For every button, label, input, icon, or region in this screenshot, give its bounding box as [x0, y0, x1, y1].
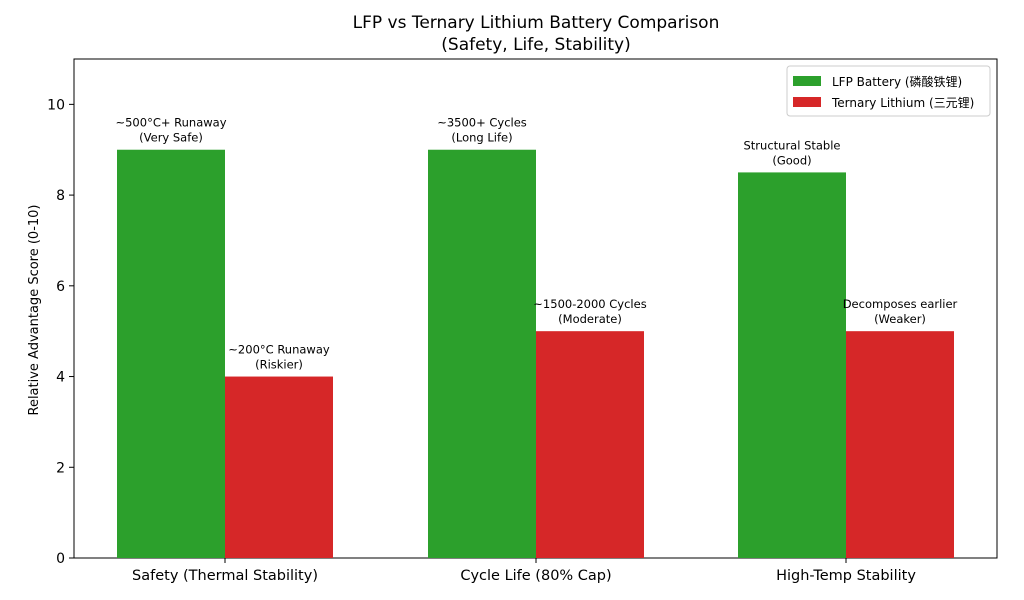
x-tick-label: Safety (Thermal Stability)	[132, 568, 318, 584]
bar-annotation: ~3500+ Cycles	[437, 116, 527, 130]
legend-box	[786, 65, 991, 117]
y-tick-label: 0	[56, 551, 65, 567]
bar-annotation: Decomposes earlier	[843, 297, 958, 311]
bar-annotation: ~1500-2000 Cycles	[533, 297, 646, 311]
bar-lfp-1	[428, 149, 536, 558]
bar-annotation: Structural Stable	[744, 138, 841, 152]
bar-ternary-0	[225, 376, 333, 558]
legend-swatch	[793, 76, 821, 86]
chart-title-line: LFP vs Ternary Lithium Battery Compariso…	[353, 13, 720, 33]
y-tick-label: 6	[56, 279, 65, 295]
x-axis-ticks: Safety (Thermal Stability) Cycle Life (80…	[132, 558, 916, 584]
y-tick-label: 4	[56, 370, 65, 386]
bar-annotation: ~200°C Runaway	[228, 343, 330, 357]
chart-subtitle-line: (Safety, Life, Stability)	[441, 35, 630, 55]
y-tick-label: 10	[47, 97, 65, 113]
x-tick-label: High-Temp Stability	[776, 568, 916, 584]
bars	[117, 149, 954, 558]
chart-title: LFP vs Ternary Lithium Battery Compariso…	[353, 13, 720, 55]
bar-annotation: (Weaker)	[874, 312, 926, 326]
bar-annotation: (Riskier)	[255, 358, 303, 372]
y-tick-label: 2	[56, 460, 65, 476]
legend-label: Ternary Lithium (三元锂)	[831, 95, 974, 110]
bar-annotation: (Long Life)	[451, 131, 512, 145]
legend-swatch	[793, 97, 821, 107]
bar-ternary-1	[536, 331, 644, 558]
bar-ternary-2	[846, 331, 954, 558]
bar-lfp-0	[117, 149, 225, 558]
legend-label: LFP Battery (磷酸铁锂)	[832, 74, 962, 89]
bar-annotation: (Moderate)	[558, 312, 622, 326]
bar-annotation: (Very Safe)	[139, 131, 203, 145]
bar-lfp-2	[738, 172, 846, 558]
y-axis-label: Relative Advantage Score (0-10)	[27, 204, 42, 415]
bar-annotation: ~500°C+ Runaway	[115, 116, 226, 130]
y-tick-label: 8	[56, 188, 65, 204]
bar-annotation: (Good)	[772, 153, 811, 167]
bar-labels: ~500°C+ Runaway(Very Safe)~3500+ Cycles(…	[115, 116, 957, 372]
y-axis-ticks: 0 2 4 6 8 10	[47, 97, 74, 567]
legend: LFP Battery (磷酸铁锂) Ternary Lithium (三元锂)	[786, 65, 991, 117]
x-tick-label: Cycle Life (80% Cap)	[460, 568, 611, 584]
